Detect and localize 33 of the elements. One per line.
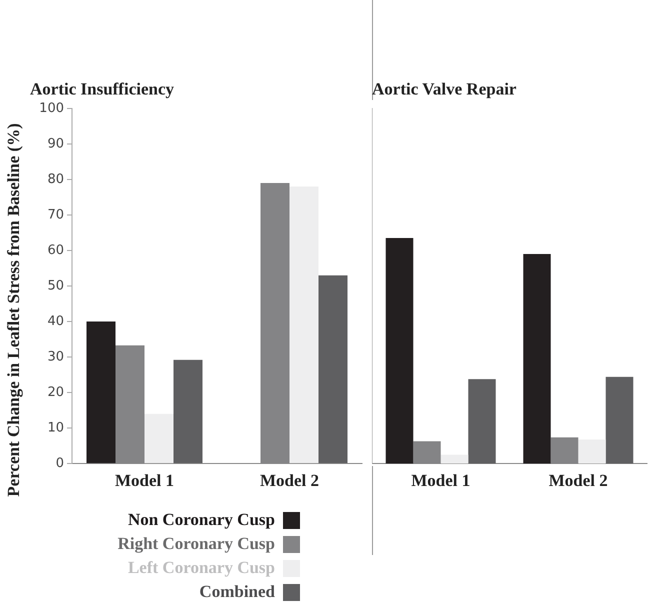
bar (86, 322, 116, 464)
y-tick-label: 70 (47, 207, 64, 222)
bar (290, 186, 318, 464)
bar (523, 254, 551, 464)
y-tick-label: 30 (47, 349, 64, 364)
legend-label: Right Coronary Cusp (118, 534, 275, 554)
legend-label: Non Coronary Cusp (128, 510, 275, 530)
y-tick-label: 40 (47, 314, 64, 329)
x-tick-label: Model 2 (260, 471, 320, 490)
y-tick-label: 80 (47, 172, 64, 187)
bar (144, 414, 174, 464)
bar (606, 376, 634, 464)
bar (386, 238, 414, 464)
y-tick-label: 90 (47, 136, 64, 152)
x-tick-label: Model 1 (411, 471, 470, 490)
y-tick-label: 10 (47, 420, 64, 436)
y-tick-label: 20 (47, 384, 64, 400)
chart-title: Aortic Valve Repair (372, 80, 517, 99)
chart-title: Aortic Insufficiency (30, 80, 174, 99)
bar (174, 360, 202, 464)
bar (318, 275, 348, 464)
y-tick-label: 0 (56, 456, 64, 471)
y-axis-title: Percent Change in Leaflet Stress from Baseline (%) (4, 123, 24, 497)
legend-label: Combined (199, 582, 275, 602)
bar (468, 379, 496, 464)
bar (578, 439, 606, 464)
y-tick-label: 60 (47, 242, 64, 258)
bar (440, 454, 468, 464)
legend-label: Left Coronary Cusp (128, 558, 275, 578)
x-tick-label: Model 1 (114, 471, 174, 490)
y-tick-label: 50 (47, 278, 64, 294)
x-tick-label: Model 2 (548, 471, 608, 490)
y-tick-label: 100 (39, 100, 64, 116)
